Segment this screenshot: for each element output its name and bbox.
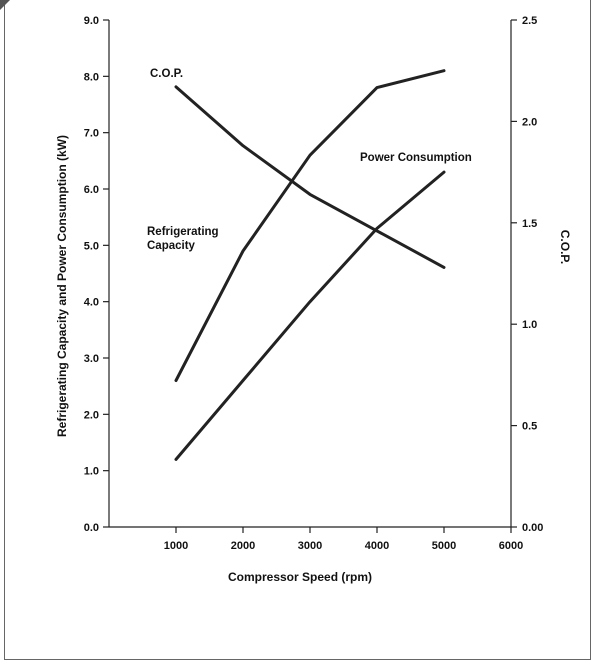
y-axis-label: Refrigerating Capacity and Power Consump… (55, 135, 69, 437)
x-tick-label: 6000 (499, 540, 523, 552)
labels: Compressor Speed (rpm) Refrigerating Cap… (55, 68, 572, 584)
y2-axis-label: C.O.P. (558, 230, 572, 264)
series-line-refrigerating-capacity (174, 69, 446, 382)
y-tick-label: 9.0 (84, 15, 99, 27)
x-tick-label: 1000 (164, 540, 188, 552)
x-axis-label: Compressor Speed (rpm) (228, 570, 372, 584)
y2-tick-label: 0.5 (522, 421, 537, 433)
annotation-cop: C.O.P. (150, 68, 183, 80)
y2-tick-label: 0.00 (522, 522, 543, 534)
x-tick-label: 3000 (298, 540, 322, 552)
x-tick-label: 4000 (365, 540, 389, 552)
ticks: 0.0 1.0 2.0 3.0 4.0 5.0 6.0 7.0 8.0 9.0 0.00 0.5 1.0… (84, 15, 544, 552)
y-tick-label: 0.0 (84, 522, 99, 534)
y-tick-label: 7.0 (84, 128, 99, 140)
y-tick-label: 6.0 (84, 184, 99, 196)
series-line-c-o-p (174, 85, 446, 269)
y2-tick-label: 1.0 (522, 319, 537, 331)
figure-frame (4, 0, 591, 660)
annotation-power-consumption: Power Consumption (360, 152, 472, 164)
series-lines (174, 69, 446, 461)
x-tick-label: 2000 (231, 540, 255, 552)
x-tick-label: 5000 (432, 540, 456, 552)
y-tick-label: 8.0 (84, 71, 99, 83)
series-line-power-consumption (174, 170, 446, 461)
y-tick-label: 3.0 (84, 353, 99, 365)
annotation-capacity: Capacity (147, 240, 196, 252)
corner-mark (0, 0, 10, 10)
y2-tick-label: 2.0 (522, 116, 537, 128)
y-tick-label: 2.0 (84, 409, 99, 421)
y-tick-label: 5.0 (84, 240, 99, 252)
y2-tick-label: 2.5 (522, 15, 537, 27)
y2-tick-label: 1.5 (522, 218, 537, 230)
y-tick-label: 1.0 (84, 466, 99, 478)
annotation-refrigerating: Refrigerating (147, 226, 219, 238)
y-tick-label: 4.0 (84, 297, 99, 309)
axes (108, 20, 512, 528)
